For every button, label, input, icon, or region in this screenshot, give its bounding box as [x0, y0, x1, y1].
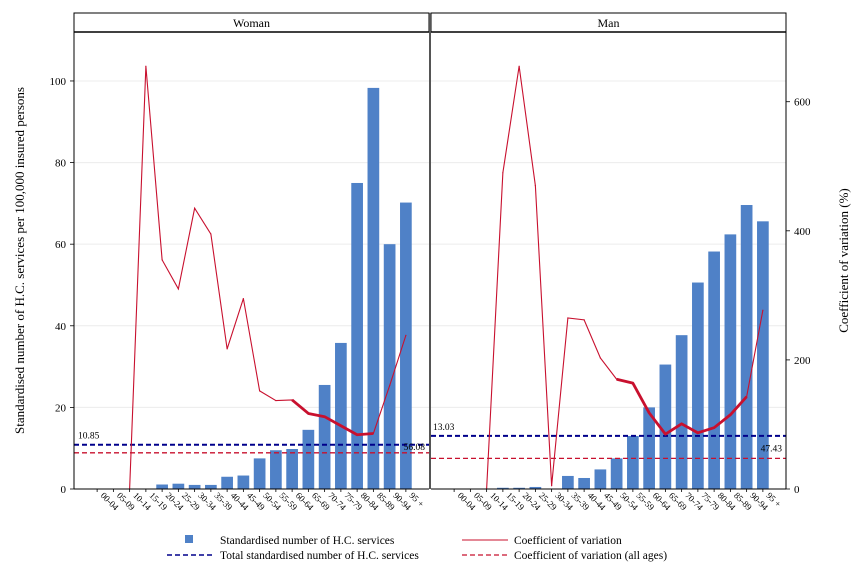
legend-bar-swatch [185, 535, 193, 543]
woman-bar-20-24 [156, 484, 168, 489]
woman-bar-85-89 [367, 87, 380, 490]
woman-cv-point-20-24 [161, 259, 163, 261]
woman-cv-point-80-84 [356, 434, 358, 436]
woman-bar-65-69 [302, 429, 315, 489]
man-strip-label: Man [598, 16, 620, 30]
man-cv-point-55-59 [632, 382, 634, 384]
woman-bar-25-29 [172, 483, 185, 489]
woman-bar-90-94 [383, 244, 396, 489]
woman-cv-point-45-49 [242, 297, 244, 300]
woman-bar-95 + [400, 202, 412, 489]
woman-strip-label: Woman [233, 16, 270, 30]
man-bar-55-59 [627, 435, 639, 489]
man-bar-15-19 [497, 487, 509, 489]
y2-tick-label-400: 400 [794, 226, 811, 238]
man-cv-point-95 + [762, 309, 764, 311]
man-cv-point-40-44 [583, 319, 585, 321]
woman-bar-30-34 [188, 484, 201, 489]
y-axis-title: Standardised number of H.C. services per… [12, 87, 27, 434]
man-cv-point-50-54 [616, 378, 618, 380]
man-cv-point-35-39 [567, 317, 569, 319]
woman-cv-point-95 + [405, 334, 407, 336]
woman-bar-70-74 [318, 384, 331, 489]
woman-bar-75-79 [335, 342, 347, 489]
man-cv-point-85-89 [729, 414, 731, 416]
woman-cv-point-50-54 [259, 390, 261, 392]
man-cv-all-label: 47.43 [761, 444, 783, 454]
man-cv-point-80-84 [713, 427, 715, 429]
man-bar-40-44 [578, 477, 590, 489]
legend-bars-label: Standardised number of H.C. services [220, 535, 395, 547]
woman-bar-40-44 [221, 476, 233, 489]
legend-cv-label: Coefficient of variation [514, 535, 622, 547]
y-tick-label-40: 40 [55, 321, 67, 333]
woman-bar-55-59 [270, 450, 282, 489]
y2-axis-title: Coefficient of variation (%) [836, 188, 851, 333]
man-bar-50-54 [610, 458, 623, 489]
woman-cv-point-90-94 [389, 385, 391, 387]
man-bar-75-79 [692, 282, 704, 489]
man-cv-point-45-49 [599, 357, 601, 359]
man-cv-point-15-19 [502, 172, 504, 174]
woman-cv-point-75-79 [340, 425, 342, 427]
man-cv-point-20-24 [518, 65, 520, 67]
woman-cv-line-bold [291, 398, 374, 437]
man-cv-point-25-29 [534, 185, 536, 187]
man-bar-45-49 [594, 469, 607, 489]
man-cv-point-65-69 [664, 433, 666, 435]
man-bar-25-29 [529, 486, 542, 489]
woman-bar-35-39 [205, 484, 217, 489]
man-bar-20-24 [513, 487, 525, 489]
woman-cv-all-label: 56.08 [404, 443, 426, 453]
woman-bar-45-49 [237, 475, 250, 489]
man-cv-point-90-94 [746, 396, 748, 398]
man-cv-point-70-74 [681, 423, 683, 425]
man-bar-80-84 [708, 251, 720, 489]
man-bar-35-39 [562, 475, 574, 489]
woman-cv-point-55-59 [275, 399, 277, 402]
man-cv-point-60-64 [648, 412, 650, 414]
legend-cv-all-label: Coefficient of variation (all ages) [514, 550, 667, 562]
man-cv-point-75-79 [697, 432, 699, 434]
man-bar-85-89 [724, 234, 737, 489]
woman-bar-50-54 [253, 458, 266, 489]
woman-cv-point-30-34 [194, 207, 196, 209]
woman-cv-point-35-39 [210, 233, 212, 235]
y2-tick-label-0: 0 [794, 484, 800, 496]
woman-cv-point-15-19 [145, 65, 147, 67]
man-cv-point-30-34 [551, 485, 553, 487]
legend-total-label: Total standardised number of H.C. servic… [220, 550, 419, 562]
y-tick-label-60: 60 [55, 239, 67, 251]
y-tick-label-0: 0 [61, 484, 67, 496]
woman-bar-60-64 [286, 449, 298, 489]
woman-cv-point-60-64 [291, 399, 293, 401]
y-tick-label-100: 100 [50, 76, 67, 88]
man-bar-95 + [757, 221, 769, 490]
man-bar-70-74 [675, 335, 688, 489]
woman-cv-point-65-69 [307, 412, 309, 415]
y-tick-label-80: 80 [55, 158, 67, 170]
woman-cv-point-25-29 [177, 288, 179, 290]
y2-tick-label-200: 200 [794, 355, 811, 367]
woman-total-label: 10.85 [78, 432, 100, 442]
man-bar-90-94 [740, 205, 753, 489]
y2-tick-label-600: 600 [794, 97, 811, 109]
man-bar-65-69 [659, 364, 672, 489]
woman-cv-point-70-74 [324, 416, 326, 418]
man-bar-60-64 [643, 407, 655, 489]
woman-cv-point-40-44 [226, 348, 228, 350]
woman-cv-point-85-89 [372, 432, 374, 435]
y-tick-label-20: 20 [55, 402, 67, 414]
man-total-label: 13.03 [433, 423, 455, 433]
woman-bar-80-84 [351, 182, 363, 490]
